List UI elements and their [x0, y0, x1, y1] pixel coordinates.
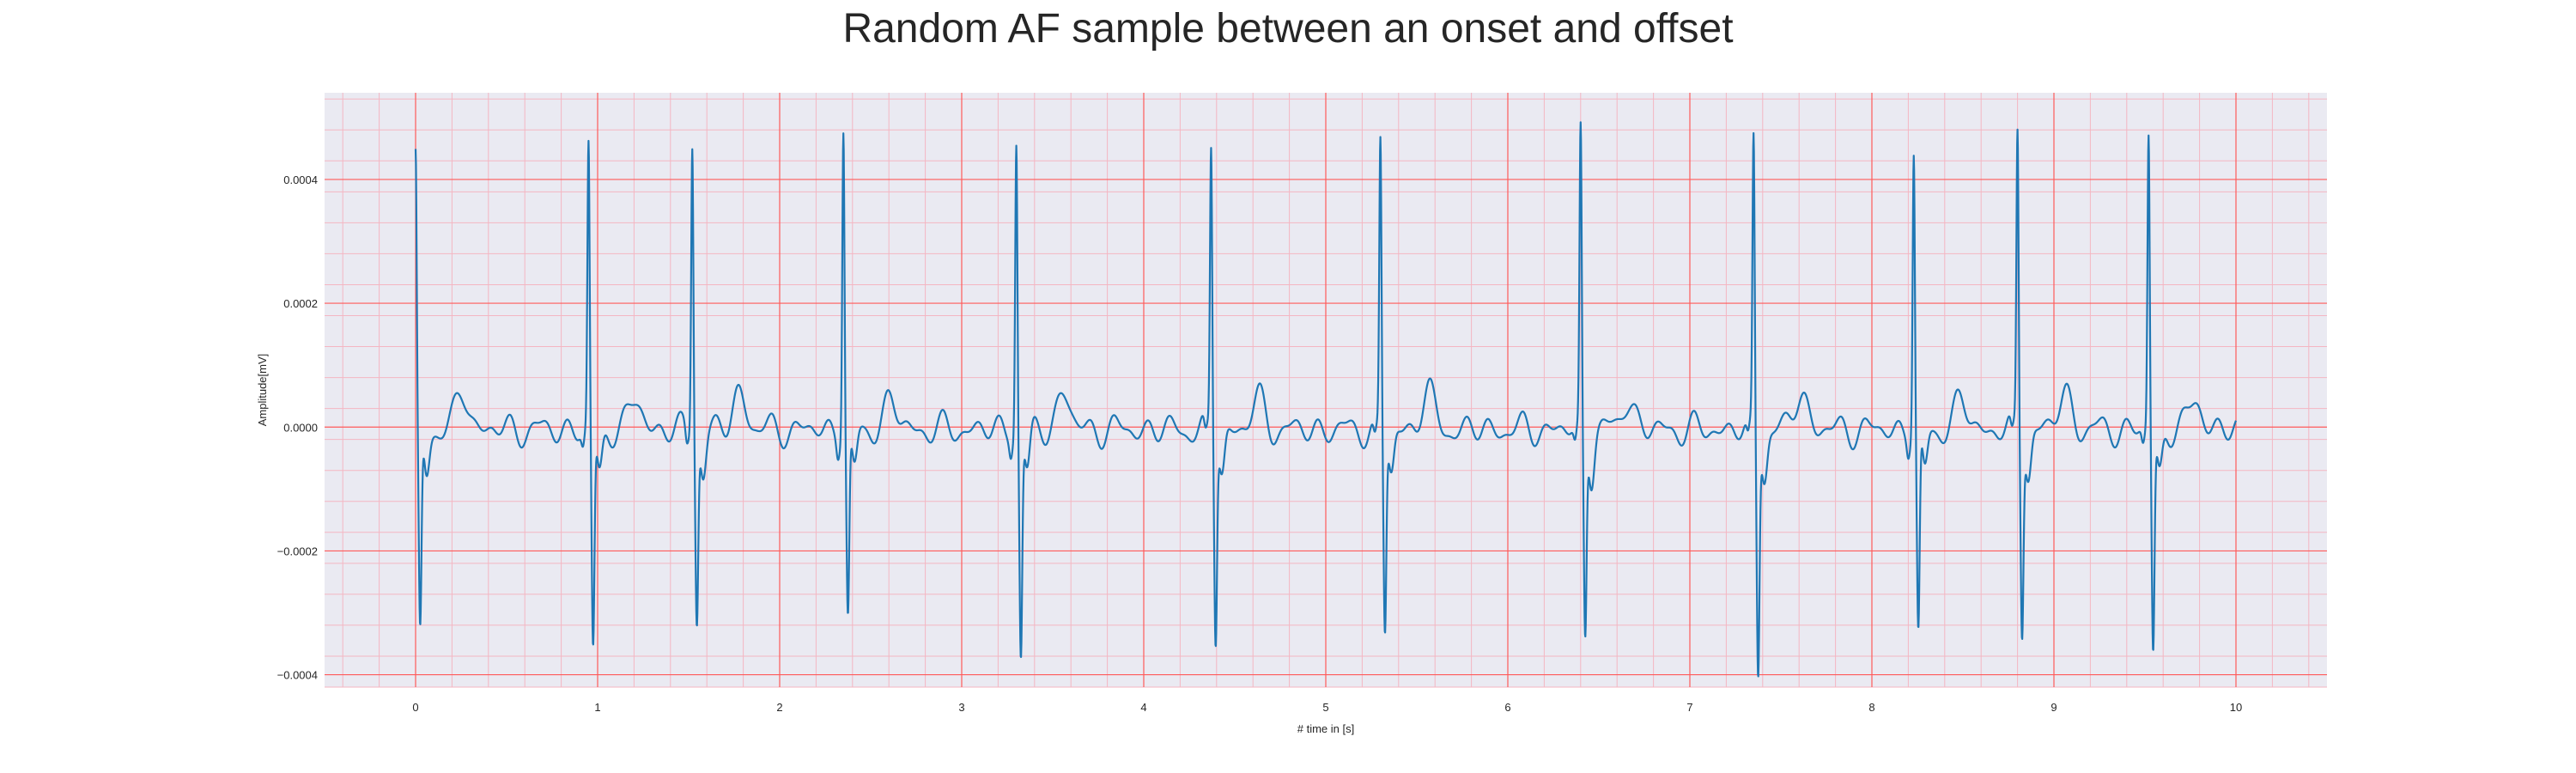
x-tick-label: 6	[1504, 701, 1510, 714]
x-tick-label: 7	[1686, 701, 1692, 714]
x-axis-label: # time in [s]	[1297, 722, 1354, 735]
ecg-series-line	[414, 121, 2238, 678]
y-tick-label: 0.0002	[283, 297, 318, 310]
x-tick-label: 3	[958, 701, 964, 714]
x-tick-label: 5	[1322, 701, 1328, 714]
y-tick-label: −0.0004	[277, 669, 318, 682]
x-tick-label: 2	[776, 701, 782, 714]
x-tick-label: 0	[412, 701, 418, 714]
y-tick-label: 0.0000	[283, 421, 318, 434]
y-tick-label: 0.0004	[283, 173, 318, 186]
y-tick-label: −0.0002	[277, 545, 318, 557]
x-tick-label: 9	[2050, 701, 2057, 714]
x-axis-ticks: 0 1 2 3 4 5 6 7 8 9 10	[412, 701, 2242, 714]
chart-title: Random AF sample between an onset and of…	[842, 6, 1734, 52]
y-axis-ticks: −0.0004 −0.0002 0.0000 0.0002 0.0004	[277, 173, 318, 682]
x-tick-label: 10	[2230, 701, 2242, 714]
x-tick-label: 8	[1868, 701, 1874, 714]
x-tick-label: 4	[1140, 701, 1146, 714]
x-tick-label: 1	[594, 701, 600, 714]
y-axis-label: Amplitude[mV]	[256, 354, 269, 427]
